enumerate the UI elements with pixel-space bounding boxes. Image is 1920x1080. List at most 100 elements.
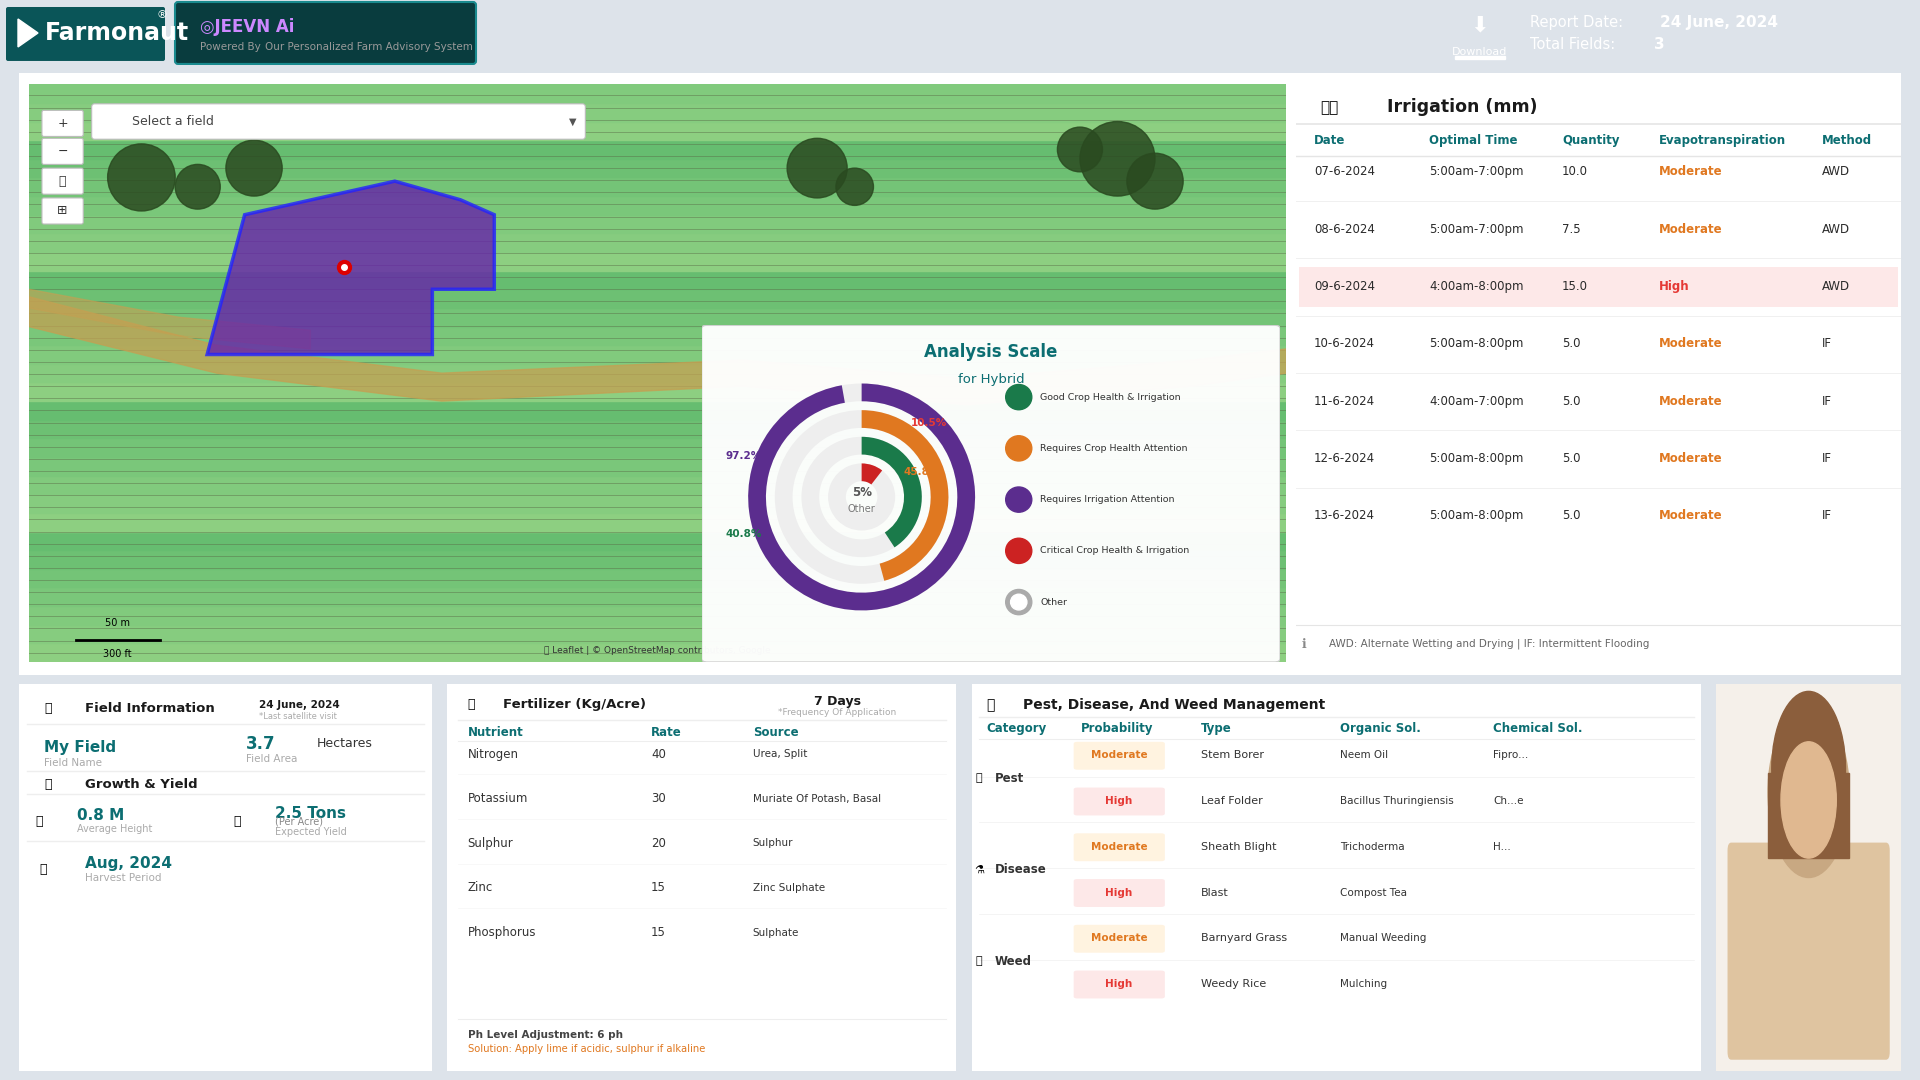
Text: AWD: Alternate Wetting and Drying | IF: Intermittent Flooding: AWD: Alternate Wetting and Drying | IF: … <box>1329 639 1649 649</box>
Text: ⚗️: ⚗️ <box>975 865 985 875</box>
Circle shape <box>787 138 847 198</box>
Bar <box>29 382 1286 401</box>
Text: Sulphate: Sulphate <box>753 928 799 937</box>
Text: Blast: Blast <box>1202 888 1229 897</box>
Text: Nitrogen: Nitrogen <box>468 747 518 760</box>
Text: Source: Source <box>753 726 799 739</box>
Text: Requires Crop Health Attention: Requires Crop Health Attention <box>1041 444 1188 453</box>
Text: IF: IF <box>1822 453 1832 465</box>
Text: Muriate Of Potash, Basal: Muriate Of Potash, Basal <box>753 794 881 804</box>
Text: Field Name: Field Name <box>44 758 102 768</box>
FancyBboxPatch shape <box>1073 742 1165 770</box>
Text: 15: 15 <box>651 926 666 939</box>
Text: Moderate: Moderate <box>1659 337 1722 350</box>
Bar <box>29 215 1286 233</box>
Text: ▼: ▼ <box>570 117 576 126</box>
Text: Moderate: Moderate <box>1659 394 1722 407</box>
Text: Growth & Yield: Growth & Yield <box>84 778 198 791</box>
Text: Weedy Rice: Weedy Rice <box>1202 980 1267 989</box>
Bar <box>29 531 1286 550</box>
Bar <box>29 624 1286 644</box>
Text: Irrigation (mm): Irrigation (mm) <box>1386 98 1538 117</box>
Text: 🌱💧: 🌱💧 <box>1321 99 1338 114</box>
Text: Farmonaut: Farmonaut <box>44 21 190 45</box>
Bar <box>29 140 1286 159</box>
FancyBboxPatch shape <box>1073 834 1165 861</box>
Text: 12-6-2024: 12-6-2024 <box>1313 453 1375 465</box>
Text: 4:00am-7:00pm: 4:00am-7:00pm <box>1428 394 1524 407</box>
Text: Probability: Probability <box>1081 721 1154 734</box>
Wedge shape <box>776 410 948 584</box>
Text: Optimal Time: Optimal Time <box>1428 134 1517 147</box>
Text: 5%: 5% <box>852 486 872 499</box>
Text: ℹ: ℹ <box>1302 637 1308 650</box>
Text: Neem Oil: Neem Oil <box>1340 751 1388 760</box>
FancyBboxPatch shape <box>42 168 83 194</box>
Text: 5:00am-8:00pm: 5:00am-8:00pm <box>1428 337 1523 350</box>
Text: Moderate: Moderate <box>1659 222 1722 235</box>
Text: Category: Category <box>987 721 1046 734</box>
FancyBboxPatch shape <box>1728 842 1889 1059</box>
Text: Critical Crop Health & Irrigation: Critical Crop Health & Irrigation <box>1041 546 1190 555</box>
Text: Sulphur: Sulphur <box>753 838 793 849</box>
Text: Moderate: Moderate <box>1659 453 1722 465</box>
FancyBboxPatch shape <box>964 679 1709 1076</box>
Circle shape <box>108 144 175 211</box>
Text: Our Personalized Farm Advisory System: Our Personalized Farm Advisory System <box>265 42 472 52</box>
Text: Expected Yield: Expected Yield <box>275 827 348 837</box>
Circle shape <box>1006 384 1031 409</box>
Bar <box>1455 56 1505 59</box>
Text: Ph Level Adjustment: 6 ph: Ph Level Adjustment: 6 ph <box>468 1029 622 1040</box>
Text: 🧪: 🧪 <box>468 699 476 712</box>
Text: 09-6-2024: 09-6-2024 <box>1313 280 1375 293</box>
Text: Moderate: Moderate <box>1659 165 1722 178</box>
Text: 10.0: 10.0 <box>1563 165 1588 178</box>
Text: Other: Other <box>1041 597 1068 607</box>
Wedge shape <box>862 410 948 581</box>
Text: Urea, Split: Urea, Split <box>753 750 806 759</box>
FancyBboxPatch shape <box>10 70 1910 678</box>
Text: 📏: 📏 <box>36 814 44 827</box>
Text: 📅: 📅 <box>40 863 48 876</box>
Text: Zinc Sulphate: Zinc Sulphate <box>753 883 826 893</box>
Bar <box>29 495 1286 513</box>
FancyBboxPatch shape <box>92 104 586 139</box>
Text: 🍃 Leaflet | © OpenStreetMap contributors, Google: 🍃 Leaflet | © OpenStreetMap contributors… <box>543 646 772 654</box>
Text: 08-6-2024: 08-6-2024 <box>1313 222 1375 235</box>
Text: IF: IF <box>1822 394 1832 407</box>
FancyBboxPatch shape <box>1073 924 1165 953</box>
Text: (Per Acre): (Per Acre) <box>275 816 323 826</box>
Bar <box>29 326 1286 346</box>
Text: Solution: Apply lime if acidic, sulphur if alkaline: Solution: Apply lime if acidic, sulphur … <box>468 1044 705 1054</box>
Text: Organic Sol.: Organic Sol. <box>1340 721 1421 734</box>
Text: 40: 40 <box>651 747 666 760</box>
Wedge shape <box>862 463 881 485</box>
Text: 🌱: 🌱 <box>975 956 981 967</box>
Wedge shape <box>862 436 922 548</box>
Text: Ch...e: Ch...e <box>1494 796 1524 806</box>
Text: High: High <box>1106 796 1133 806</box>
Text: 👤: 👤 <box>44 702 52 715</box>
Circle shape <box>1010 594 1027 610</box>
Text: Average Height: Average Height <box>77 824 152 834</box>
Bar <box>29 438 1286 457</box>
Text: Trichoderma: Trichoderma <box>1340 842 1405 852</box>
Wedge shape <box>749 383 975 610</box>
Circle shape <box>1127 153 1183 210</box>
Text: IF: IF <box>1822 510 1832 523</box>
Wedge shape <box>749 383 975 610</box>
Text: 30: 30 <box>651 793 666 806</box>
Text: −: − <box>58 145 67 158</box>
FancyBboxPatch shape <box>175 2 476 64</box>
Circle shape <box>1772 691 1845 847</box>
Text: Report Date:: Report Date: <box>1530 15 1622 30</box>
Text: Sheath Blight: Sheath Blight <box>1202 842 1277 852</box>
FancyBboxPatch shape <box>1073 787 1165 815</box>
Text: 13-6-2024: 13-6-2024 <box>1313 510 1375 523</box>
Circle shape <box>1006 538 1031 564</box>
Polygon shape <box>29 297 1286 405</box>
Text: Potassium: Potassium <box>468 793 528 806</box>
Bar <box>29 308 1286 326</box>
Text: Total Fields:: Total Fields: <box>1530 38 1615 53</box>
Circle shape <box>1782 742 1836 859</box>
